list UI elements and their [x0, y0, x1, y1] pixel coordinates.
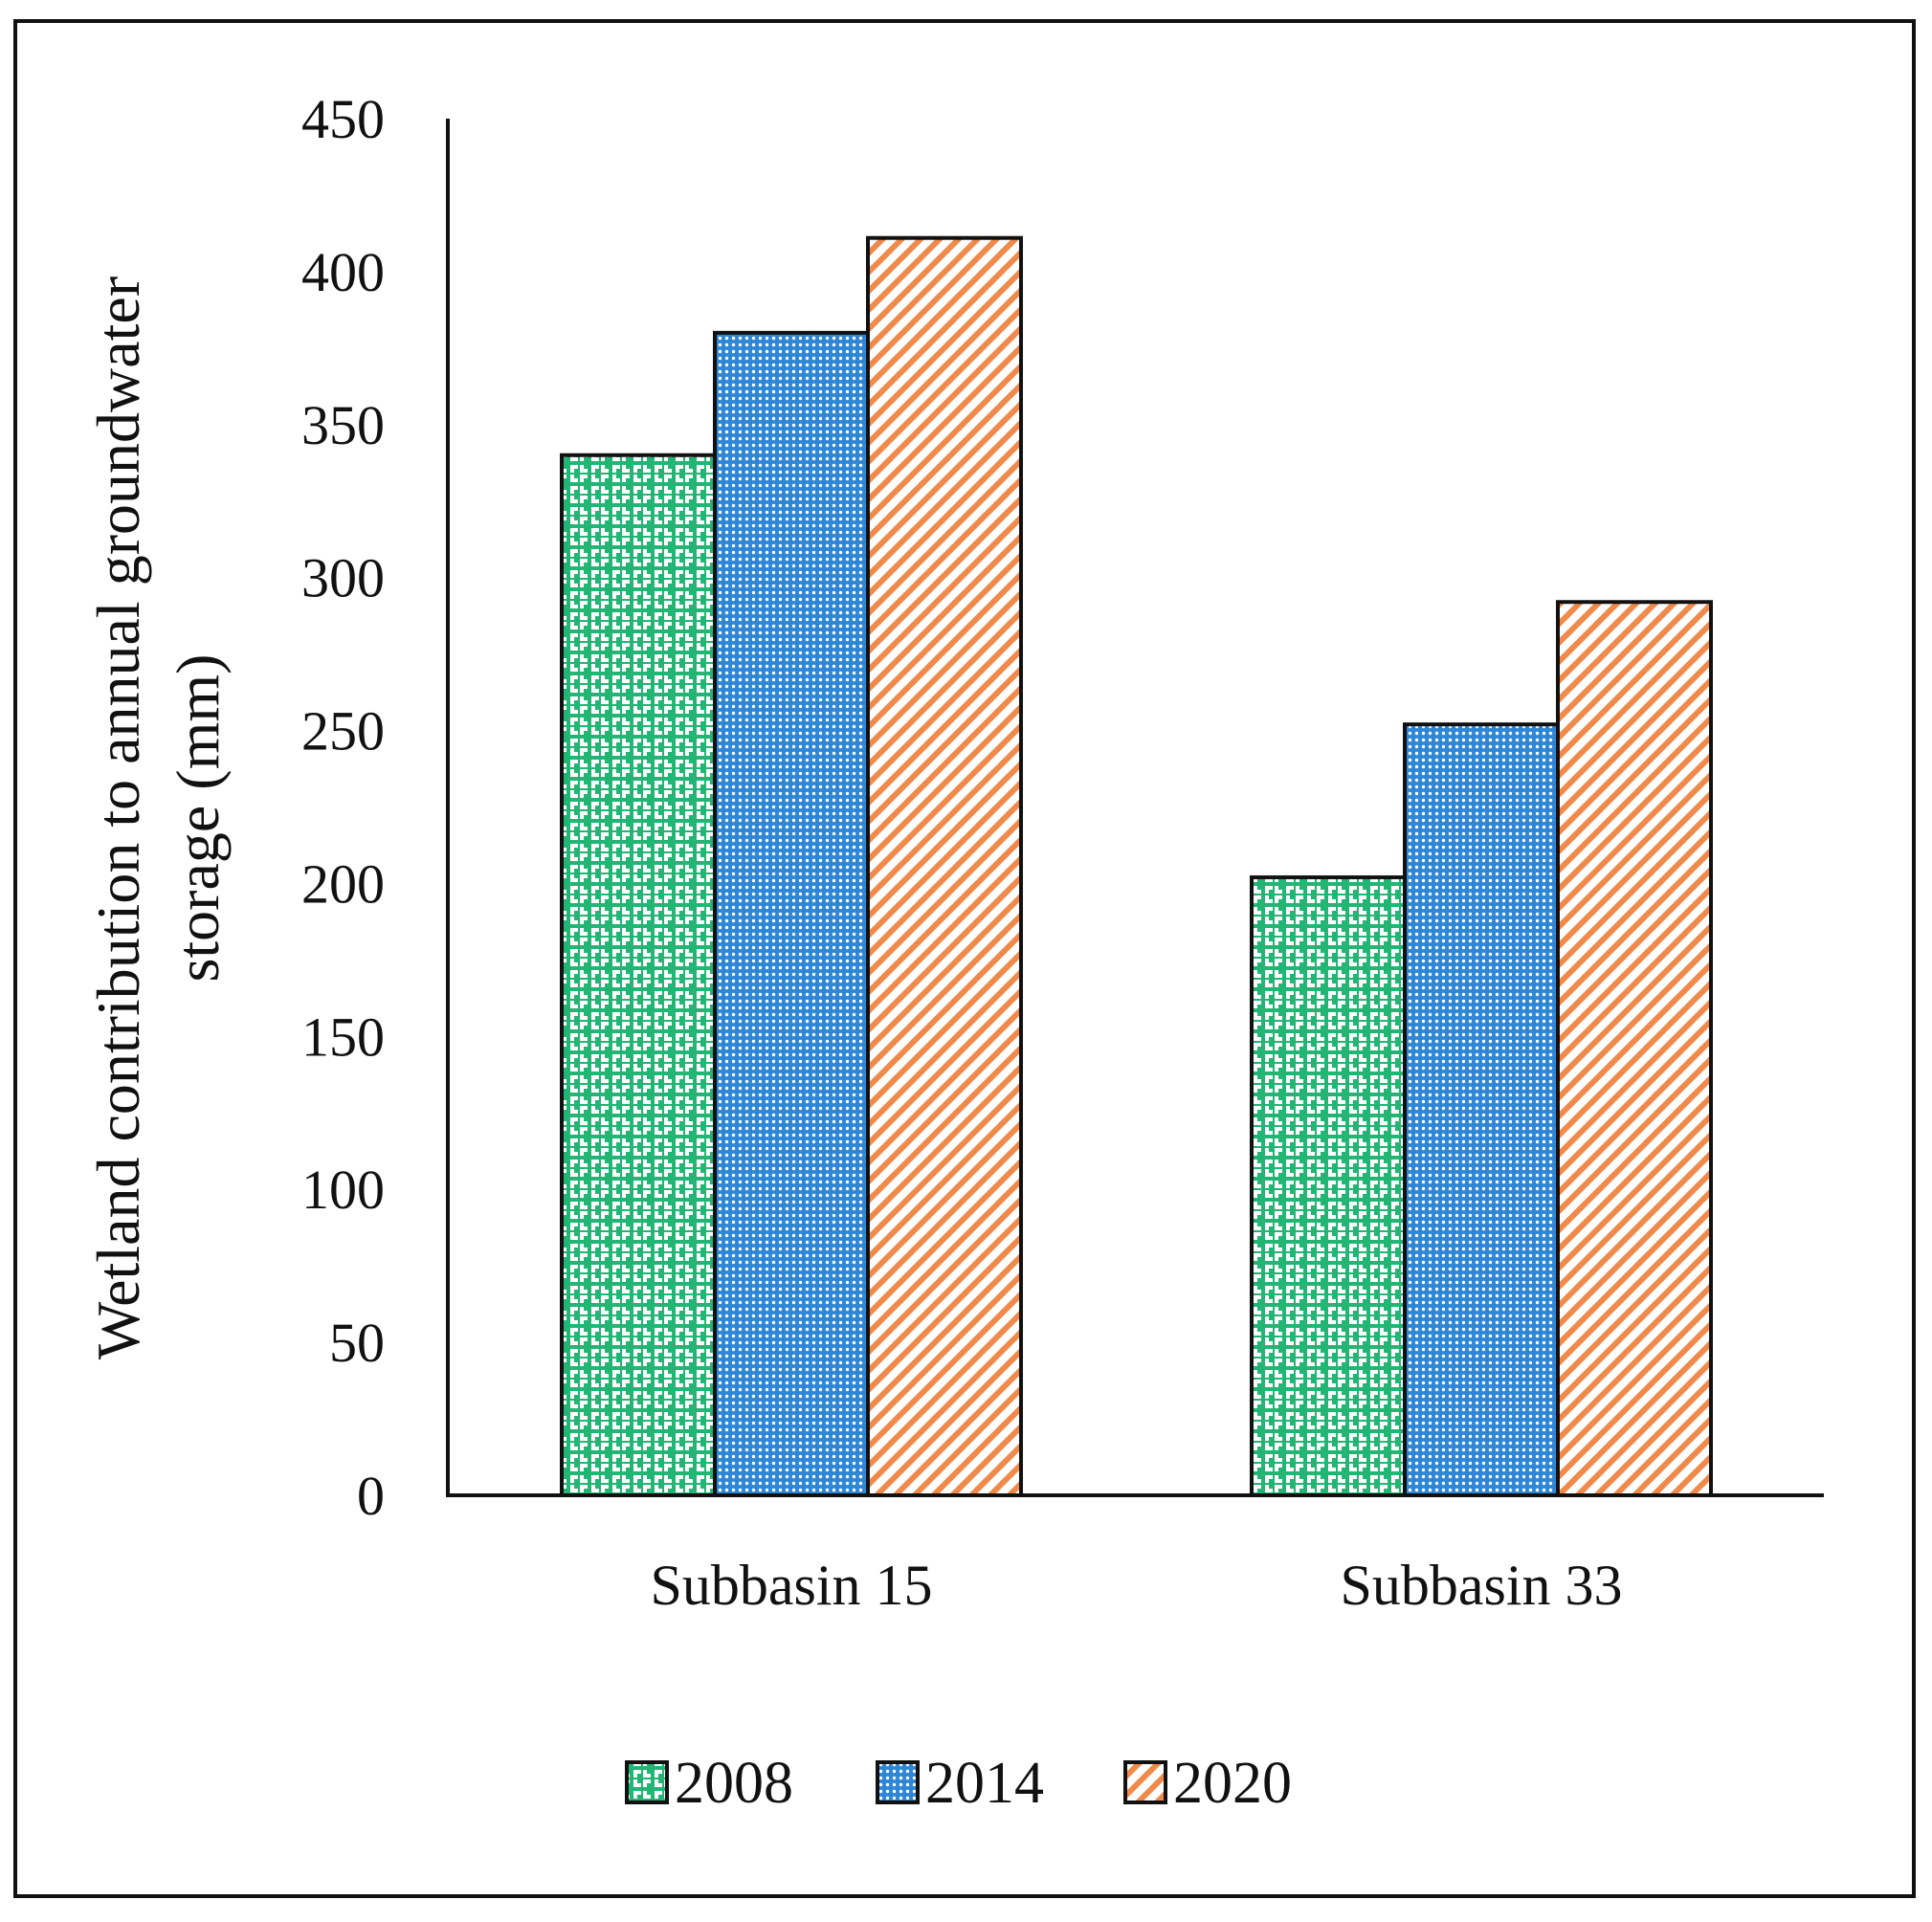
y-tick-label: 200	[301, 852, 385, 915]
y-tick-label: 50	[329, 1312, 385, 1374]
x-tick-label: Subbasin 15	[650, 1554, 932, 1617]
figure-frame	[13, 19, 1916, 1898]
bar-2020-subbasin-15	[866, 235, 1023, 1497]
y-axis-title-line-1: Wetland contribution to annual groundwat…	[84, 276, 152, 1359]
y-tick-label: 350	[301, 394, 385, 456]
y-tick-label: 300	[301, 547, 385, 609]
legend-label-2014: 2014	[925, 1751, 1044, 1816]
bar-2014-subbasin-33	[1403, 722, 1560, 1497]
y-tick-label: 250	[301, 700, 385, 762]
x-axis-labels: Subbasin 15 Subbasin 33	[650, 1554, 1622, 1617]
bar-2008-subbasin-15	[560, 453, 717, 1497]
legend-swatch-2014	[876, 1760, 920, 1804]
bar-2020-subbasin-33	[1556, 600, 1713, 1497]
y-tick-label: 0	[357, 1465, 385, 1527]
legend: 2008 2014 2020	[625, 1751, 1292, 1816]
bar-2008-subbasin-33	[1250, 875, 1407, 1497]
y-tick-label: 450	[301, 88, 385, 150]
bars-group	[560, 235, 1713, 1497]
x-tick-label: Subbasin 33	[1340, 1554, 1622, 1617]
legend-label-2020: 2020	[1173, 1751, 1292, 1816]
legend-swatch-2008	[625, 1760, 669, 1804]
y-tick-label: 100	[301, 1159, 385, 1221]
y-axis-ticks: 0 50 100 150 200 250 300 350 400 450	[301, 88, 385, 1527]
y-tick-label: 150	[301, 1005, 385, 1068]
y-tick-label: 400	[301, 241, 385, 303]
legend-label-2008: 2008	[675, 1751, 793, 1816]
y-axis-title-line-2: storage (mm)	[164, 654, 232, 983]
legend-swatch-2020	[1123, 1760, 1167, 1804]
bar-2014-subbasin-15	[713, 330, 870, 1497]
